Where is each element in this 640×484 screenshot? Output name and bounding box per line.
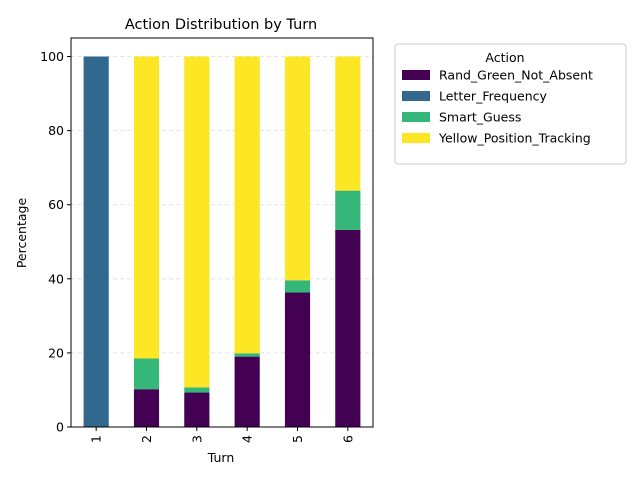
legend-title: Action [485,50,524,65]
chart-title: Action Distribution by Turn [125,17,317,33]
bar-segment [83,56,109,428]
legend-label: Smart_Guess [439,110,521,125]
x-tick-label: 5 [290,435,305,443]
bar-segment [133,56,160,359]
legend-swatch [402,70,430,80]
y-tick-label: 0 [56,420,64,435]
legend-items: Rand_Green_Not_Absent Letter_Frequency Sma… [402,68,593,146]
bar-segment [184,392,210,427]
bars [83,56,361,428]
x-axis-label: Turn [207,450,235,465]
bar-segment [234,56,260,354]
bar-segment [335,190,361,230]
bar-segment [234,356,260,427]
x-tick-label: 3 [189,435,204,443]
y-tick-label: 20 [48,345,64,360]
x-tick-label: 1 [89,435,104,443]
legend-swatch [402,91,430,101]
bar-segment [184,387,210,393]
plot-frame [70,37,374,428]
bar-segment [335,229,361,427]
y-tick-label: 60 [48,197,64,212]
bar-segment [284,56,311,281]
y-axis: 0 20 40 60 80 100 [40,49,71,435]
x-tick-label: 2 [139,435,154,443]
x-tick-label: 6 [340,435,355,443]
legend-swatch [402,133,430,143]
bar-segment [133,389,160,427]
bar-segment [284,292,311,427]
y-tick-label: 80 [48,123,64,138]
legend-label: Yellow_Position_Tracking [438,131,591,146]
legend: Action Rand_Green_Not_Absent Letter_Frequ… [394,43,627,165]
bar-segment [184,56,210,388]
legend-label: Letter_Frequency [439,89,547,104]
grid-lines [71,56,373,428]
legend-swatch [402,112,430,122]
legend-label: Rand_Green_Not_Absent [439,68,593,83]
bar-segment [133,358,160,390]
y-tick-label: 100 [40,49,64,64]
legend-box [394,43,627,165]
y-axis-label: Percentage [14,198,29,269]
bar-segment [234,353,260,357]
bar-segment [335,56,361,191]
bar-segment [284,280,311,293]
x-tick-label: 4 [240,435,255,443]
x-axis: 1 2 3 4 5 6 [89,427,355,443]
y-tick-label: 40 [48,271,64,286]
